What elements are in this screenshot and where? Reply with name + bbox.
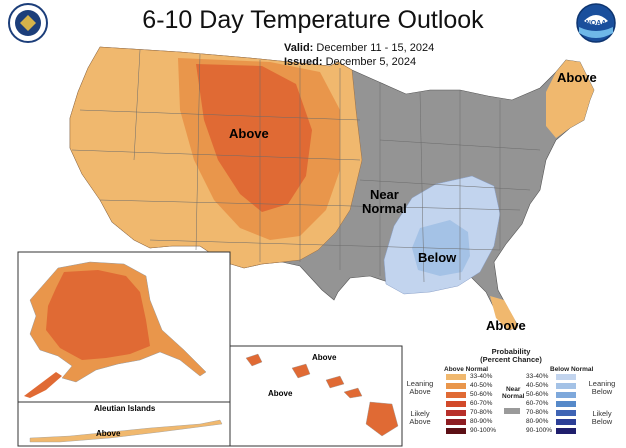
legend-above-bin: 60-70% [470,400,493,407]
label-above-aleutian: Above [96,429,121,438]
noaa-logo: NOAA [576,3,616,43]
legend-likely-below: Likely Below [591,409,613,426]
legend-above-swatch [446,392,466,398]
label-below: Below [418,250,457,265]
legend-likely-above: Likely Above [409,409,431,426]
legend-below-bin: 50-60% [526,391,549,398]
label-above-hawaii-1: Above [312,353,337,362]
state-lines [71,49,541,283]
label-above-central: Above [229,126,269,141]
legend-leaning-below: Leaning Below [588,379,616,396]
legend-title: Probability [491,347,531,356]
valid-dates: December 11 - 15, 2024 [316,42,435,54]
legend-below-swatch [556,419,576,425]
legend-subtitle: (Percent Chance) [480,355,542,364]
legend-near-swatch [504,408,520,414]
legend-above-header: Above Normal [444,366,489,373]
legend-near-header: Near Normal [502,386,525,400]
legend-above-swatch [446,410,466,416]
aleutian-islands-title: Aleutian Islands [94,404,156,413]
legend-below-bin: 60-70% [526,400,549,407]
valid-label: Valid: [284,42,314,54]
aleutian-islands [29,419,223,443]
legend-below-bin: 33-40% [526,373,549,380]
issued-date: December 5, 2024 [325,56,417,68]
legend-below-swatch [556,401,576,407]
legend-below-bin: 70-80% [526,409,549,416]
legend-below-bin: 90-100% [526,427,553,434]
legend-below-swatch [556,428,576,434]
legend-below-bin: 80-90% [526,418,549,425]
alaska-above-50-60 [46,270,150,360]
legend-below-swatch [556,392,576,398]
label-above-florida: Above [486,318,526,333]
region-above-florida [490,296,518,330]
valid-issued-block: Valid: December 11 - 15, 2024 Issued: De… [284,41,434,69]
legend-above-bin: 90-100% [470,427,497,434]
region-above-50-60 [196,64,312,212]
alaska-peninsula [24,372,62,398]
legend-below-swatch [556,374,576,380]
probability-legend: Probability (Percent Chance) Above Norma… [400,346,622,446]
region-above-northeast [546,60,594,138]
legend-above-swatch [446,374,466,380]
region-below-40-50 [412,220,470,276]
legend-above-bin: 80-90% [470,418,493,425]
legend-above-bin: 70-80% [470,409,493,416]
legend-below-header: Below Normal [550,366,594,373]
label-near-normal: Near Normal [362,187,407,216]
legend-above-swatch [446,428,466,434]
legend-above-bin: 33-40% [470,373,493,380]
legend-above-swatch [446,419,466,425]
page-title: 6-10 Day Temperature Outlook [142,6,484,34]
svg-text:NOAA: NOAA [586,20,607,27]
legend-below-bin: 40-50% [526,382,549,389]
label-above-northeast: Above [557,70,597,85]
commerce-seal-logo [8,3,48,43]
legend-leaning-above: Leaning Above [406,379,434,396]
hawaii-islands [245,353,399,437]
legend-above-bin: 40-50% [470,382,493,389]
label-above-hawaii-2: Above [268,389,293,398]
legend-below-swatch [556,410,576,416]
legend-below-swatch [556,383,576,389]
legend-above-swatch [446,401,466,407]
legend-above-swatch [446,383,466,389]
issued-label: Issued: [284,56,323,68]
legend-above-bin: 50-60% [470,391,493,398]
